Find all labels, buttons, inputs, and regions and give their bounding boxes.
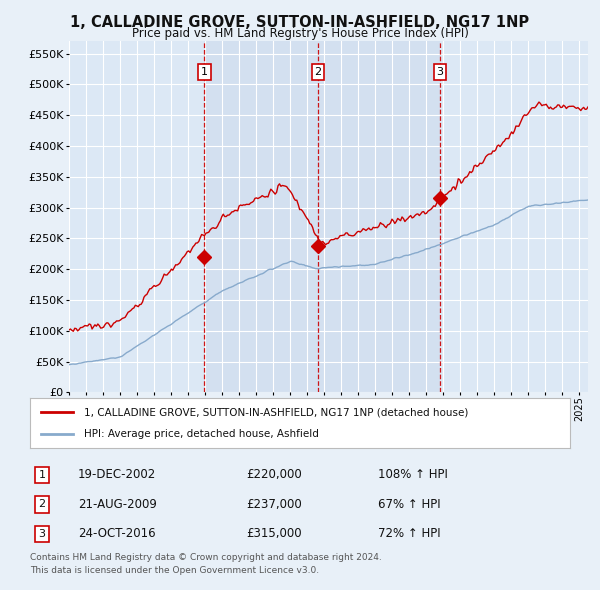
- Bar: [205, 41, 318, 392]
- Text: Contains HM Land Registry data © Crown copyright and database right 2024.: Contains HM Land Registry data © Crown c…: [30, 553, 382, 562]
- Text: 19-DEC-2002: 19-DEC-2002: [78, 468, 156, 481]
- Text: 1, CALLADINE GROVE, SUTTON-IN-ASHFIELD, NG17 1NP (detached house): 1, CALLADINE GROVE, SUTTON-IN-ASHFIELD, …: [84, 407, 469, 417]
- Text: 72% ↑ HPI: 72% ↑ HPI: [378, 527, 440, 540]
- Text: 21-AUG-2009: 21-AUG-2009: [78, 498, 157, 511]
- Text: £220,000: £220,000: [246, 468, 302, 481]
- Text: £237,000: £237,000: [246, 498, 302, 511]
- Text: 3: 3: [437, 67, 443, 77]
- Text: Price paid vs. HM Land Registry's House Price Index (HPI): Price paid vs. HM Land Registry's House …: [131, 27, 469, 40]
- Bar: [318, 41, 440, 392]
- Text: 1: 1: [201, 67, 208, 77]
- Text: 1: 1: [38, 470, 46, 480]
- Text: 2: 2: [38, 500, 46, 509]
- Text: HPI: Average price, detached house, Ashfield: HPI: Average price, detached house, Ashf…: [84, 430, 319, 440]
- Text: 1, CALLADINE GROVE, SUTTON-IN-ASHFIELD, NG17 1NP: 1, CALLADINE GROVE, SUTTON-IN-ASHFIELD, …: [70, 15, 530, 30]
- Text: 3: 3: [38, 529, 46, 539]
- Text: 2: 2: [314, 67, 322, 77]
- Text: £315,000: £315,000: [246, 527, 302, 540]
- Text: 67% ↑ HPI: 67% ↑ HPI: [378, 498, 440, 511]
- Text: This data is licensed under the Open Government Licence v3.0.: This data is licensed under the Open Gov…: [30, 566, 319, 575]
- Text: 24-OCT-2016: 24-OCT-2016: [78, 527, 155, 540]
- Text: 108% ↑ HPI: 108% ↑ HPI: [378, 468, 448, 481]
